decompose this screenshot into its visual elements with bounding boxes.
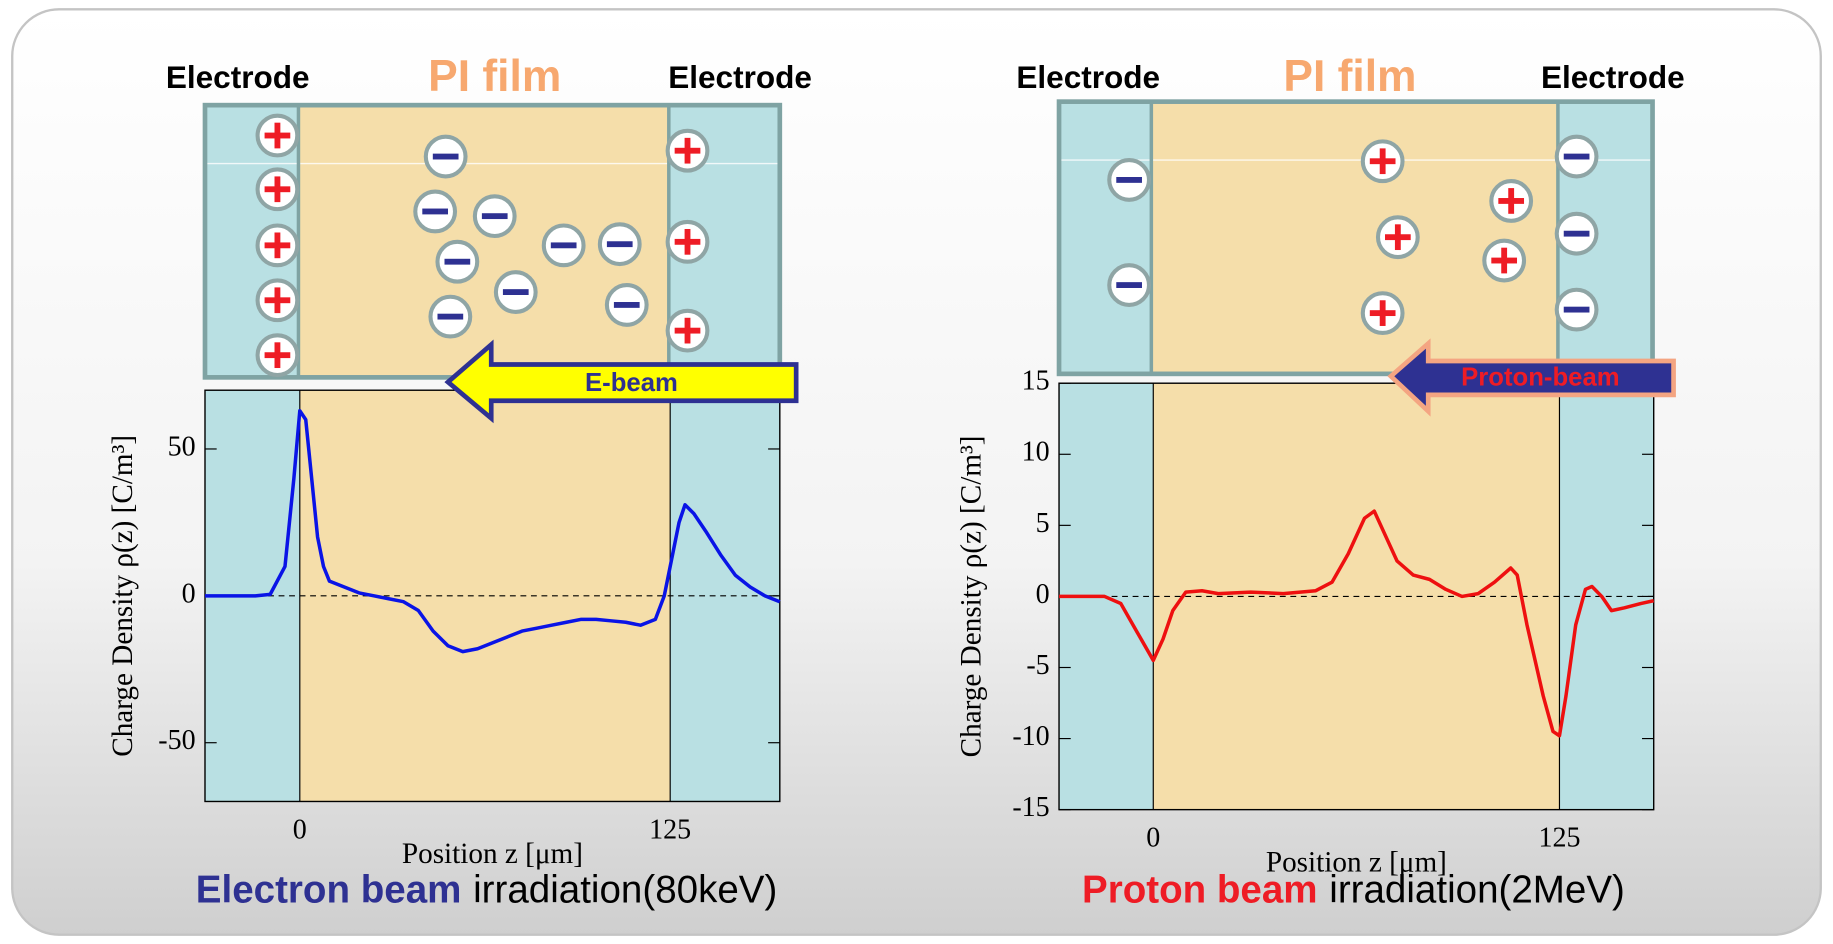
charge-sign	[1395, 224, 1401, 250]
charge-sign	[1564, 307, 1590, 313]
y-tick-label: -50	[158, 725, 195, 756]
y-tick-label: -10	[1012, 721, 1049, 752]
electrode	[1059, 102, 1151, 374]
charge-sign	[685, 318, 691, 344]
caption-rest: irradiation(2MeV)	[1329, 869, 1625, 912]
x-tick-label: 125	[649, 814, 691, 845]
y-tick-label: 0	[1036, 579, 1050, 610]
x-axis-label: Position z [μm]	[402, 838, 583, 870]
y-tick-label: 10	[1022, 437, 1050, 468]
charge-sign	[437, 314, 463, 320]
charge-sign	[275, 123, 281, 149]
charge-sign	[275, 176, 281, 202]
charge-sign	[275, 232, 281, 258]
charge-sign	[433, 154, 459, 160]
charge-sign	[482, 213, 508, 219]
charge-sign	[1116, 282, 1142, 288]
x-tick-label: 0	[1146, 822, 1160, 853]
charge-sign	[1380, 148, 1386, 174]
y-tick-label: -15	[1012, 792, 1049, 823]
x-tick-label: 125	[1538, 822, 1580, 853]
figure: Electrode PI film Electrode Electrode PI fil…	[0, 0, 1833, 944]
electrode-label: Electrode	[1541, 59, 1685, 95]
charge-sign	[445, 259, 471, 265]
charge-sign	[275, 342, 281, 368]
charge-sign	[1564, 154, 1590, 160]
charge-sign	[1564, 231, 1590, 237]
charge-sign	[275, 287, 281, 313]
page: {"panels":[ {"electrode_left":"Electrode…	[0, 0, 1833, 944]
y-tick-label: -5	[1026, 650, 1049, 681]
charge-sign	[422, 209, 448, 215]
caption: Electron beam irradiation(80keV)	[196, 869, 778, 912]
y-tick-label: 50	[168, 431, 196, 462]
charge-sign	[607, 241, 633, 247]
beam-label: Proton-beam	[1461, 363, 1619, 391]
charge-sign	[1380, 300, 1386, 326]
electrode-label: Electrode	[166, 59, 310, 95]
charge-sign	[503, 289, 529, 295]
film	[1151, 102, 1558, 374]
y-tick-label: 0	[182, 578, 196, 609]
caption-beam: Electron beam	[196, 869, 462, 912]
caption: Proton beam irradiation(2MeV)	[1082, 869, 1625, 912]
x-tick-label: 0	[293, 814, 307, 845]
electrode-label: Electrode	[1016, 59, 1160, 95]
y-tick-label: 5	[1036, 508, 1050, 539]
charge-sign	[1116, 177, 1142, 183]
charge-sign	[685, 138, 691, 164]
y-axis-label: Charge Density ρ(z) [C/m³]	[955, 435, 987, 757]
film-label: PI film	[1283, 52, 1416, 101]
caption-beam: Proton beam	[1082, 869, 1318, 912]
charge-sign	[1501, 248, 1507, 274]
charge-sign	[551, 242, 577, 248]
charge-sign	[685, 229, 691, 255]
y-tick-label: 15	[1022, 366, 1050, 397]
y-axis-label: Charge Density ρ(z) [C/m³]	[107, 435, 139, 757]
charge-sign	[1508, 188, 1514, 214]
electrode-label: Electrode	[668, 59, 812, 95]
charge-sign	[614, 302, 640, 308]
film-label: PI film	[428, 52, 561, 101]
beam-label: E-beam	[585, 369, 678, 397]
caption-rest: irradiation(80keV)	[473, 869, 777, 912]
